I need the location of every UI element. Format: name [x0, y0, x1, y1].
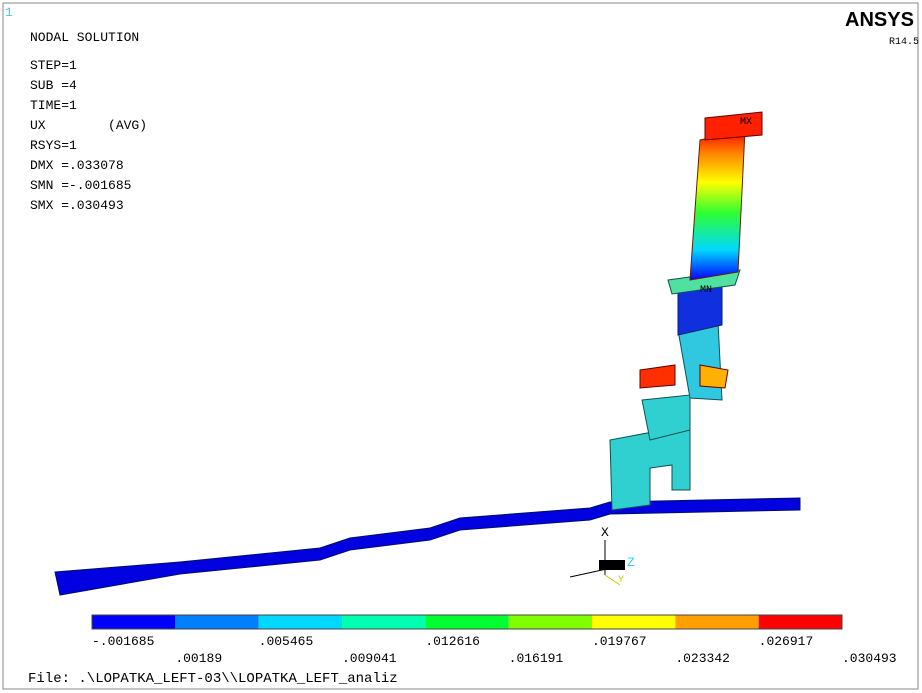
info-line: SMN =-.001685 [30, 178, 131, 193]
info-line: RSYS=1 [30, 138, 77, 153]
legend-label: .012616 [425, 634, 480, 649]
legend-swatch [92, 615, 175, 629]
legend-label: .030493 [842, 651, 897, 666]
info-line: DMX =.033078 [30, 158, 124, 173]
legend-swatch [675, 615, 758, 629]
legend-label: .023342 [675, 651, 730, 666]
legend-swatch [592, 615, 675, 629]
min-label: MN [700, 285, 712, 296]
window-number: 1 [5, 5, 13, 20]
info-line: STEP=1 [30, 58, 77, 73]
legend-swatch [509, 615, 592, 629]
legend-swatch [342, 615, 425, 629]
frame [3, 3, 918, 689]
triad-z: Z [627, 555, 635, 570]
legend-label: .00189 [175, 651, 222, 666]
max-label: MX [740, 117, 752, 128]
legend-swatch [425, 615, 508, 629]
triad-x: X [601, 525, 609, 540]
triad-y: Y [618, 575, 624, 586]
info-line: SUB =4 [30, 78, 77, 93]
legend-label: .026917 [759, 634, 814, 649]
version: R14.5 [889, 37, 919, 48]
file-path: File: .\LOPATKA_LEFT-03\\LOPATKA_LEFT_an… [28, 671, 398, 687]
info-line: SMX =.030493 [30, 198, 124, 213]
legend-label: .016191 [509, 651, 564, 666]
info-line: UX (AVG) [30, 118, 147, 133]
legend-label: .009041 [342, 651, 397, 666]
legend-label: .005465 [259, 634, 314, 649]
legend-swatch [175, 615, 258, 629]
legend-swatch [759, 615, 842, 629]
logo: ANSYS [845, 9, 914, 31]
info-line: TIME=1 [30, 98, 77, 113]
viewport: 1 NODAL SOLUTION STEP=1 SUB =4 TIME=1 UX (A… [0, 0, 922, 693]
plot-title: NODAL SOLUTION [30, 30, 139, 45]
legend-swatch [259, 615, 342, 629]
legend-label: .019767 [592, 634, 647, 649]
legend-label: -.001685 [92, 634, 154, 649]
